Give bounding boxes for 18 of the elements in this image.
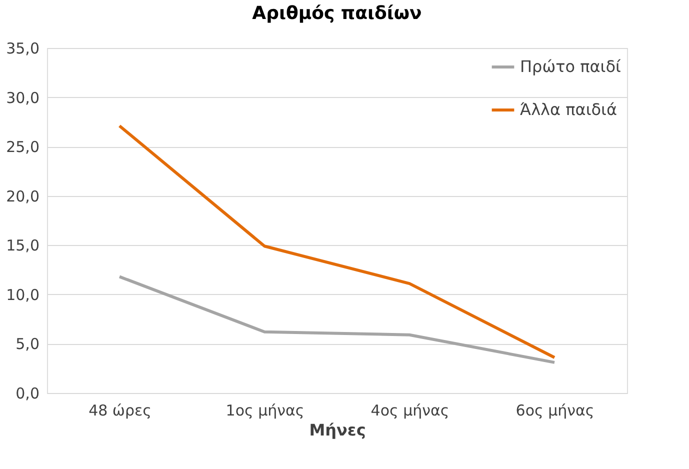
legend-label: Πρώτο παιδί [520,57,622,76]
y-tick-label: 25,0 [6,138,40,156]
y-tick-label: 5,0 [16,335,40,354]
y-tick-label: 15,0 [6,236,40,255]
x-tick-label: 48 ώρες [88,402,152,420]
y-tick-label: 20,0 [6,187,40,206]
x-tick-label: 4ος μήνας [370,402,450,420]
x-tick-label: 6ος μήνας [516,402,594,420]
y-tick-label: 0,0 [16,384,40,402]
x-tick-label: 1ος μήνας [226,402,304,420]
y-tick-label: 10,0 [6,286,40,304]
y-tick-label: 35,0 [6,40,40,58]
x-axis-title: Μήνες [309,420,366,440]
legend-label: Άλλα παιδιά [520,100,617,119]
line-series [118,124,556,360]
y-tick-label: 30,0 [6,88,40,107]
chart-title: Αριθμός παιδίων [252,3,422,24]
line-series [118,275,556,364]
